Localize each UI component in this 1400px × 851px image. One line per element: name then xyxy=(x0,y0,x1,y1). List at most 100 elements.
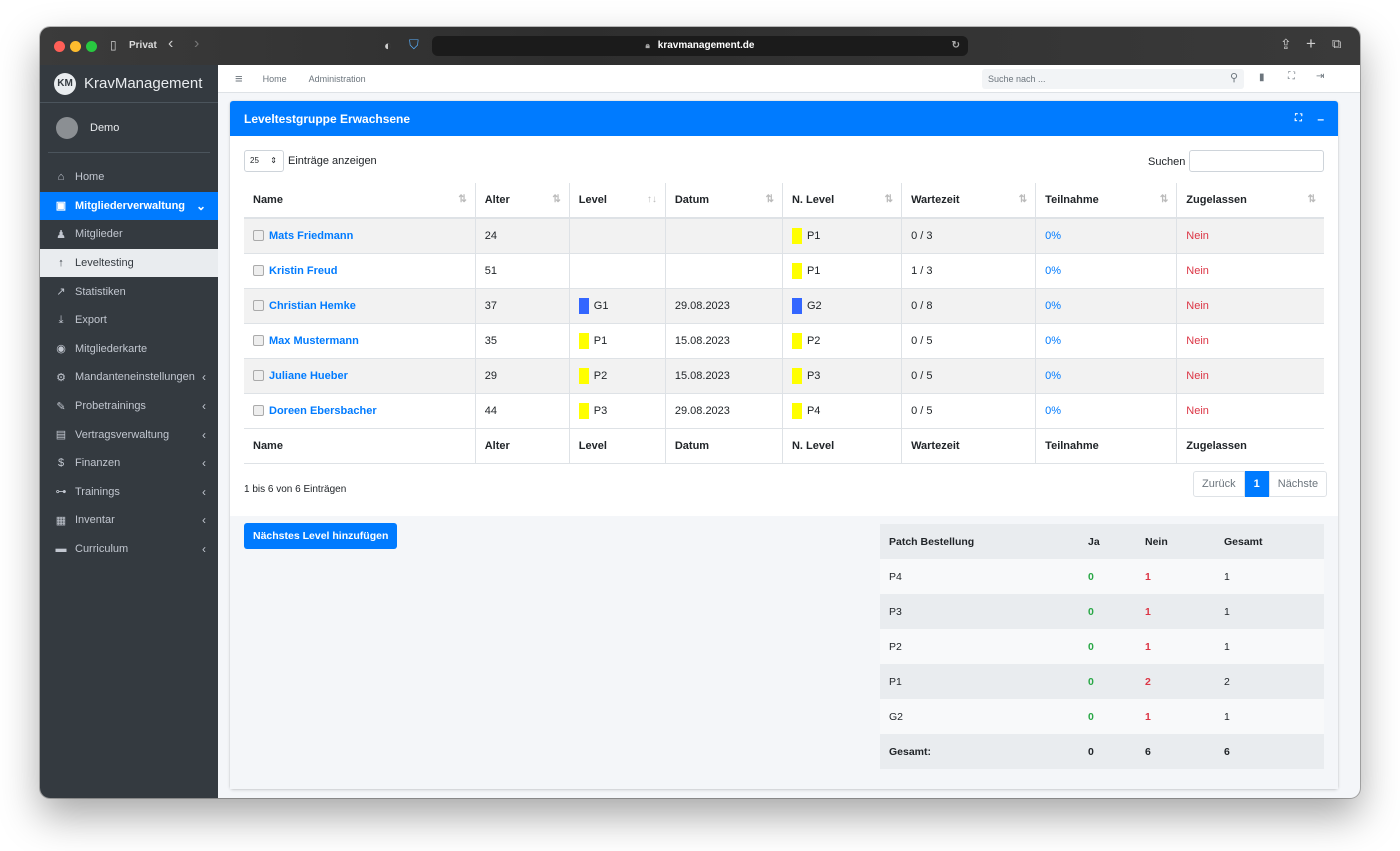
row-checkbox[interactable] xyxy=(253,370,264,382)
maximize-icon[interactable]: ⛶ xyxy=(1295,113,1302,124)
row-checkbox[interactable] xyxy=(253,300,264,312)
member-name-link[interactable]: Doreen Ebersbacher xyxy=(269,404,377,417)
zoom-window-button[interactable] xyxy=(86,41,97,52)
nav-link-administration[interactable]: Administration xyxy=(308,73,366,84)
sidebar-item-mitglieder[interactable]: ♟ Mitglieder xyxy=(40,220,218,249)
attendance-link[interactable]: 0% xyxy=(1045,369,1062,382)
sort-icon[interactable]: ⇅ xyxy=(552,194,561,205)
user-panel[interactable]: Demo xyxy=(48,103,210,153)
sort-icon[interactable]: ⇅ xyxy=(1018,194,1028,205)
vpn-shield-icon[interactable]: ⛉ xyxy=(409,37,419,52)
attendance-link[interactable]: 0% xyxy=(1045,229,1062,242)
sidebar-item-finanzen[interactable]: $ Finanzen ‹ xyxy=(40,449,218,478)
column-header-name[interactable]: Name ⇅ xyxy=(244,183,476,219)
patch-name: G2 xyxy=(880,699,1079,734)
new-tab-icon[interactable]: + xyxy=(1306,34,1316,53)
column-header-datum[interactable]: Datum ⇅ xyxy=(664,183,783,219)
sidebar-item-home[interactable]: ⌂ Home xyxy=(40,163,218,192)
fullscreen-icon[interactable]: ⛶ xyxy=(1288,71,1295,82)
row-checkbox[interactable] xyxy=(253,405,264,417)
download-icon: ⤓ xyxy=(58,313,64,326)
sort-asc-icon[interactable]: ↑↓ xyxy=(646,194,657,205)
column-header-level[interactable]: Level ↑↓ xyxy=(568,183,666,219)
add-next-level-button[interactable]: Nächstes Level hinzufügen xyxy=(244,523,398,549)
member-name-link[interactable]: Kristin Freud xyxy=(269,264,338,277)
attendance-link[interactable]: 0% xyxy=(1045,264,1062,277)
attendance-cell: 0% xyxy=(1035,358,1177,394)
patch-yes-count: 0 xyxy=(1079,559,1136,594)
menu-toggle-icon[interactable]: ≡ xyxy=(235,71,243,86)
next-level-color-swatch xyxy=(791,332,802,349)
table-search-input[interactable] xyxy=(1189,150,1324,172)
pagination-page-1[interactable]: 1 xyxy=(1244,471,1269,497)
logout-icon[interactable]: ⇥ xyxy=(1316,71,1325,82)
next-level-cell: P4 xyxy=(781,393,902,429)
search-icon[interactable]: ⚲ xyxy=(1230,72,1239,84)
row-checkbox[interactable] xyxy=(253,230,264,242)
attendance-link[interactable]: 0% xyxy=(1045,299,1062,312)
sort-icon[interactable]: ⇅ xyxy=(458,194,467,205)
attendance-link[interactable]: 0% xyxy=(1045,334,1062,347)
collapse-icon[interactable]: – xyxy=(1317,111,1324,126)
chevron-left-icon: ‹ xyxy=(202,542,206,557)
sidebar-item-label: Vertragsverwaltung xyxy=(75,428,170,441)
patch-no-count: 1 xyxy=(1136,559,1215,594)
sort-icon[interactable]: ⇅ xyxy=(884,194,894,205)
sidebar-item-leveltesting[interactable]: ↑ Leveltesting xyxy=(40,248,218,278)
pagination-next[interactable]: Nächste xyxy=(1268,471,1328,497)
forward-icon[interactable]: › xyxy=(194,35,200,52)
browser-profile[interactable]: Privat xyxy=(129,40,157,51)
home-icon: ⌂ xyxy=(57,171,65,184)
sidebar-item-mitgliederverwaltung[interactable]: ▣ Mitgliederverwaltung ⌄ xyxy=(40,191,218,221)
brand[interactable]: KM KravManagement xyxy=(40,65,218,103)
trash-icon[interactable]: ▮ xyxy=(1259,72,1265,83)
minimize-window-button[interactable] xyxy=(70,41,81,52)
sidebar-item-probetrainings[interactable]: ✎ Probetrainings ‹ xyxy=(40,392,218,421)
sort-icon[interactable]: ⇅ xyxy=(1159,194,1169,205)
sidebar-item-label: Probetrainings xyxy=(75,400,146,413)
next-level-cell: P2 xyxy=(781,323,902,359)
address-bar[interactable]: 🔒︎ kravmanagement.de ↻ xyxy=(432,36,968,56)
sidebar-item-label: Leveltesting xyxy=(75,257,134,270)
pagination-previous[interactable]: Zurück xyxy=(1193,471,1245,497)
tabs-overview-icon[interactable]: ⧉ xyxy=(1332,36,1342,51)
member-name-link[interactable]: Max Mustermann xyxy=(269,334,359,347)
sidebar-item-statistiken[interactable]: ↗ Statistiken xyxy=(40,277,218,306)
pen-icon: ✎ xyxy=(56,400,66,413)
member-name-link[interactable]: Mats Friedmann xyxy=(269,229,354,242)
column-header-teilnahme[interactable]: Teilnahme ⇅ xyxy=(1035,183,1177,219)
footer-header-alter: Alter xyxy=(474,428,570,464)
sidebar-item-export[interactable]: ⤓ Export xyxy=(40,306,218,335)
search-input[interactable]: Suche nach ... xyxy=(982,69,1244,89)
privacy-shield-icon[interactable]: ◐ xyxy=(384,38,392,53)
page-size-select[interactable]: 25 ⇕ xyxy=(244,150,284,172)
member-name-link[interactable]: Christian Hemke xyxy=(269,299,356,312)
sidebar-item-mandanteneinstellungen[interactable]: ⚙ Mandanteneinstellungen ‹ xyxy=(40,363,218,392)
sidebar-item-trainings[interactable]: ⊶ Trainings ‹ xyxy=(40,478,218,507)
row-checkbox[interactable] xyxy=(253,265,264,277)
sidebar-item-inventar[interactable]: ▦ Inventar ‹ xyxy=(40,506,218,535)
name-cell: Max Mustermann xyxy=(244,323,476,359)
column-header-alter[interactable]: Alter ⇅ xyxy=(474,183,570,219)
avatar xyxy=(56,116,78,139)
sort-icon[interactable]: ⇅ xyxy=(1307,194,1316,205)
attendance-link[interactable]: 0% xyxy=(1045,404,1062,417)
back-icon[interactable]: ‹ xyxy=(168,35,174,52)
column-header-wartezeit[interactable]: Wartezeit ⇅ xyxy=(901,183,1036,219)
row-checkbox[interactable] xyxy=(253,335,264,347)
sidebar-item-curriculum[interactable]: ▬ Curriculum ‹ xyxy=(40,535,218,564)
users-icon: ♟ xyxy=(56,228,66,241)
sidebar-item-mitgliederkarte[interactable]: ◉ Mitgliederkarte xyxy=(40,335,218,364)
member-name-link[interactable]: Juliane Hueber xyxy=(269,369,348,382)
column-header-zugelassen[interactable]: Zugelassen ⇅ xyxy=(1176,183,1324,219)
column-header-nlevel[interactable]: N. Level ⇅ xyxy=(781,183,902,219)
close-window-button[interactable] xyxy=(54,41,65,52)
sidebar-item-vertragsverwaltung[interactable]: ▤ Vertragsverwaltung ‹ xyxy=(40,420,218,449)
nav-link-home[interactable]: Home xyxy=(262,73,287,84)
allowed-cell: Nein xyxy=(1176,218,1324,254)
sort-icon[interactable]: ⇅ xyxy=(765,194,774,205)
share-icon[interactable]: ⇪ xyxy=(1280,36,1292,52)
sidebar-toggle-icon[interactable]: ▯ xyxy=(110,38,117,52)
next-level-cell: G2 xyxy=(781,288,902,324)
reload-icon[interactable]: ↻ xyxy=(951,40,960,51)
